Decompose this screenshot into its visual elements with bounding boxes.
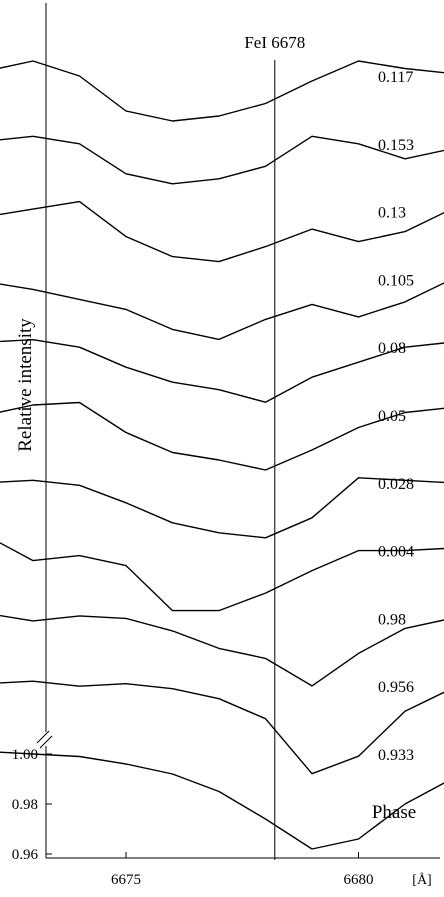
spectra: 0.117 0.153 0.13 0.105 0.08 0.05 0.028 0.004 0.9…	[0, 60, 444, 850]
axis-break-mark	[36, 730, 50, 744]
phase-label: 0.98	[378, 611, 406, 628]
axis-break-mark	[39, 735, 53, 749]
phase-label: 0.956	[378, 679, 414, 696]
spectrum-line-phase-0-05	[0, 401, 444, 471]
spectrum-line-phase-0-956	[0, 680, 444, 775]
phase-label: 0.933	[378, 747, 414, 764]
y-axis-label: Relative intensity	[15, 318, 36, 452]
phase-label: 0.105	[378, 272, 414, 289]
spectrum-line-phase-0-028	[0, 477, 444, 539]
spectrum-line-phase-0-98	[0, 614, 444, 687]
y-tick-label: 1.00	[12, 747, 38, 763]
phase-label: 0.08	[378, 340, 406, 357]
phase-label: 0.153	[378, 137, 414, 154]
x-tick-label: 6680	[344, 872, 374, 888]
phase-label: 0.028	[378, 476, 414, 493]
spectrum-line-phase-0-08	[0, 339, 444, 403]
ticks: 66756680668566901.000.980.96	[12, 747, 374, 888]
spectrum-line-phase-0-153	[0, 135, 444, 185]
phase-header: Phase	[372, 802, 416, 823]
feI-line-marker: FeI 6678	[244, 33, 305, 860]
x-unit-label: [Å]	[412, 872, 431, 888]
phase-label: 0.004	[378, 544, 414, 561]
axes	[36, 3, 440, 859]
y-tick-label: 0.98	[12, 797, 38, 813]
spectrum-line-phase-0-105	[0, 282, 444, 341]
spectrum-line-phase-0-004	[0, 542, 444, 612]
phase-label: 0.05	[378, 408, 406, 425]
phase-label: 0.13	[378, 205, 406, 222]
spectrum-line-phase-0-13	[0, 200, 444, 263]
y-tick-label: 0.96	[12, 847, 39, 863]
phase-label: 0.117	[378, 69, 413, 86]
feI-marker-label: FeI 6678	[244, 33, 305, 52]
spectrum-line-phase-0-933	[0, 751, 444, 850]
spectrum-line-phase-0-117	[0, 60, 444, 122]
x-tick-label: 6675	[111, 872, 141, 888]
